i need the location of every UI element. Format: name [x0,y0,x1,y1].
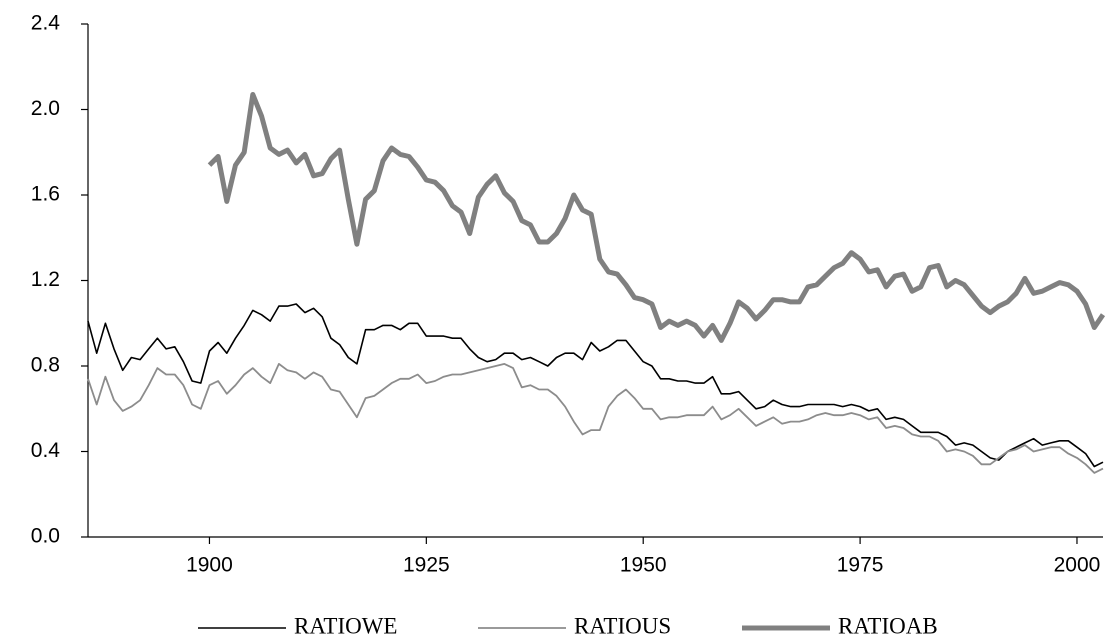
y-tick-label: 0.4 [31,439,61,462]
legend-label: RATIOUS [574,613,671,638]
x-tick-label: 2000 [1054,554,1101,577]
y-tick-label: 1.6 [31,183,60,206]
y-tick-label: 2.0 [31,97,60,120]
y-tick-label: 1.2 [31,268,60,291]
y-tick-label: 0.8 [31,354,60,377]
series-line [87,303,1104,468]
series-line [207,92,1106,343]
legend-label: RATIOAB [838,613,938,638]
x-tick-label: 1950 [620,554,667,577]
y-tick-label: 2.4 [31,12,61,35]
y-tick-label: 0.0 [31,525,60,548]
legend-label: RATIOWE [294,613,397,638]
x-tick-label: 1900 [186,554,233,577]
x-tick-label: 1975 [837,554,884,577]
x-tick-label: 1925 [403,554,450,577]
series-line [87,363,1104,474]
